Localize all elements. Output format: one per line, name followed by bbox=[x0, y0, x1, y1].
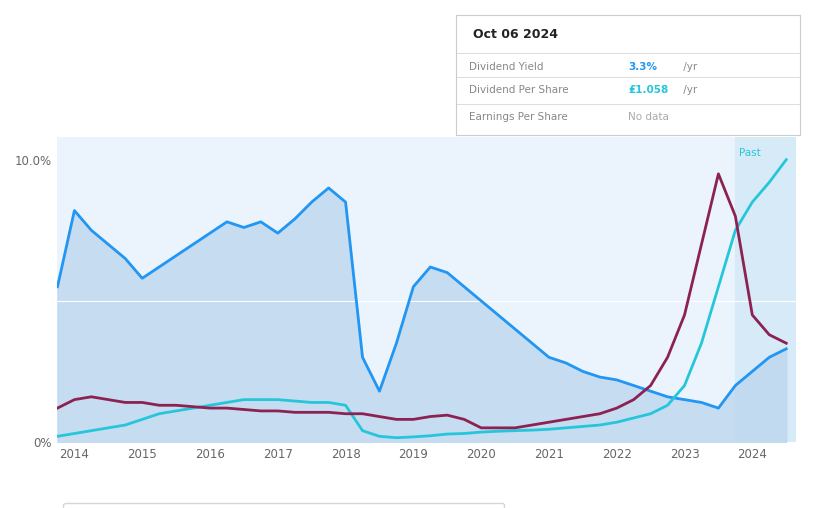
Legend: Dividend Yield, Dividend Per Share, Earnings Per Share: Dividend Yield, Dividend Per Share, Earn… bbox=[63, 503, 504, 508]
Text: Past: Past bbox=[739, 148, 760, 158]
Text: Dividend Per Share: Dividend Per Share bbox=[470, 85, 569, 96]
Text: Dividend Yield: Dividend Yield bbox=[470, 61, 544, 72]
Bar bbox=[736, 137, 796, 442]
Text: No data: No data bbox=[628, 112, 669, 122]
Text: Oct 06 2024: Oct 06 2024 bbox=[473, 28, 558, 41]
Text: /yr: /yr bbox=[680, 85, 697, 96]
Text: /yr: /yr bbox=[680, 61, 697, 72]
Text: 3.3%: 3.3% bbox=[628, 61, 657, 72]
Text: ₤1.058: ₤1.058 bbox=[628, 85, 668, 96]
Text: Earnings Per Share: Earnings Per Share bbox=[470, 112, 568, 122]
